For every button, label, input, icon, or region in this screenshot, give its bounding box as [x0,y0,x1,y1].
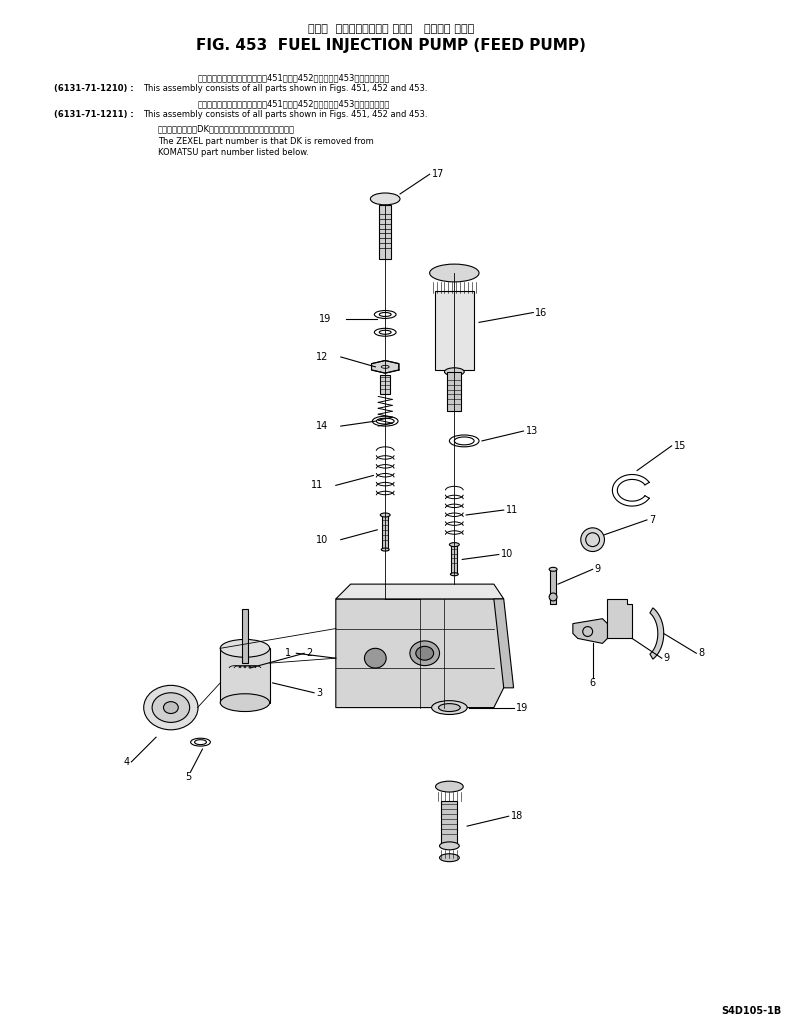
Ellipse shape [220,694,270,712]
Polygon shape [371,360,399,373]
Text: S4D105-1B: S4D105-1B [721,1005,781,1016]
Ellipse shape [431,700,467,715]
Ellipse shape [435,782,463,792]
Bar [379,204,391,259]
Ellipse shape [416,646,434,660]
Text: 15: 15 [673,441,686,451]
Text: The ZEXEL part number is that DK is removed from: The ZEXEL part number is that DK is remo… [158,137,374,146]
Text: 4: 4 [123,757,129,767]
Bar [451,544,458,574]
Text: 8: 8 [699,648,704,658]
Ellipse shape [410,641,439,665]
Ellipse shape [144,685,198,730]
Ellipse shape [439,703,460,712]
Bar [442,801,458,846]
Polygon shape [494,599,514,688]
Text: This assembly consists of all parts shown in Figs. 451, 452 and 453.: This assembly consists of all parts show… [144,84,427,93]
Text: 11: 11 [506,505,518,516]
Text: このアセンブリの構成部品は第451図、第452図および第453図を参みます。: このアセンブリの構成部品は第451図、第452図および第453図を参みます。 [197,100,390,108]
Ellipse shape [439,853,459,862]
Ellipse shape [439,842,459,849]
Text: 13: 13 [526,426,538,436]
Ellipse shape [381,548,389,551]
Text: This assembly consists of all parts shown in Figs. 451, 452 and 453.: This assembly consists of all parts show… [144,110,427,119]
Text: 17: 17 [431,169,444,180]
Polygon shape [335,584,504,599]
Ellipse shape [430,264,479,281]
Text: 9: 9 [595,564,601,574]
Polygon shape [335,599,504,708]
Text: 18: 18 [511,811,523,822]
Bar [550,569,556,604]
Ellipse shape [450,542,459,546]
Text: 7: 7 [649,515,655,525]
Text: 1: 1 [285,648,291,658]
Polygon shape [607,599,632,639]
Text: 19: 19 [515,702,528,713]
Polygon shape [573,618,607,643]
Text: 10: 10 [316,535,328,544]
Text: 12: 12 [316,352,328,362]
Text: 2: 2 [306,648,312,658]
Ellipse shape [444,368,464,376]
Ellipse shape [370,193,400,204]
Text: 14: 14 [316,421,328,431]
Text: 11: 11 [311,481,323,490]
Text: (6131-71-1211) :: (6131-71-1211) : [55,110,134,119]
Ellipse shape [450,573,458,576]
Text: フェル  インジェクション ポンプ   フィード ポンプ: フェル インジェクション ポンプ フィード ポンプ [308,24,474,34]
Ellipse shape [163,701,178,714]
Bar [447,372,462,411]
Ellipse shape [365,648,386,669]
Ellipse shape [152,693,190,722]
Circle shape [580,528,604,551]
Bar [381,375,390,394]
Text: 5: 5 [186,771,192,782]
Text: 10: 10 [500,549,513,560]
Bar [435,291,474,370]
Ellipse shape [381,514,390,517]
Text: 品番のメーカ記号DKを除いたものがゼクセルの品番です。: 品番のメーカ記号DKを除いたものがゼクセルの品番です。 [158,125,295,134]
Text: 9: 9 [664,653,670,663]
Text: 19: 19 [319,314,331,325]
Bar [220,648,270,702]
Text: 16: 16 [535,307,548,317]
Text: 3: 3 [316,688,322,697]
Text: FIG. 453  FUEL INJECTION PUMP (FEED PUMP): FIG. 453 FUEL INJECTION PUMP (FEED PUMP) [196,38,586,53]
Text: (6131-71-1210) :: (6131-71-1210) : [55,84,134,93]
Text: KOMATSU part number listed below.: KOMATSU part number listed below. [158,148,309,156]
Polygon shape [650,608,664,659]
Text: このアセンブリの構成部品は第451図、第452図および第453図を参みます。: このアセンブリの構成部品は第451図、第452図および第453図を参みます。 [197,74,390,82]
Circle shape [550,593,557,601]
Bar [382,515,388,549]
Text: 6: 6 [589,678,596,688]
Ellipse shape [220,640,270,657]
Ellipse shape [550,567,557,571]
Bar [242,609,248,663]
